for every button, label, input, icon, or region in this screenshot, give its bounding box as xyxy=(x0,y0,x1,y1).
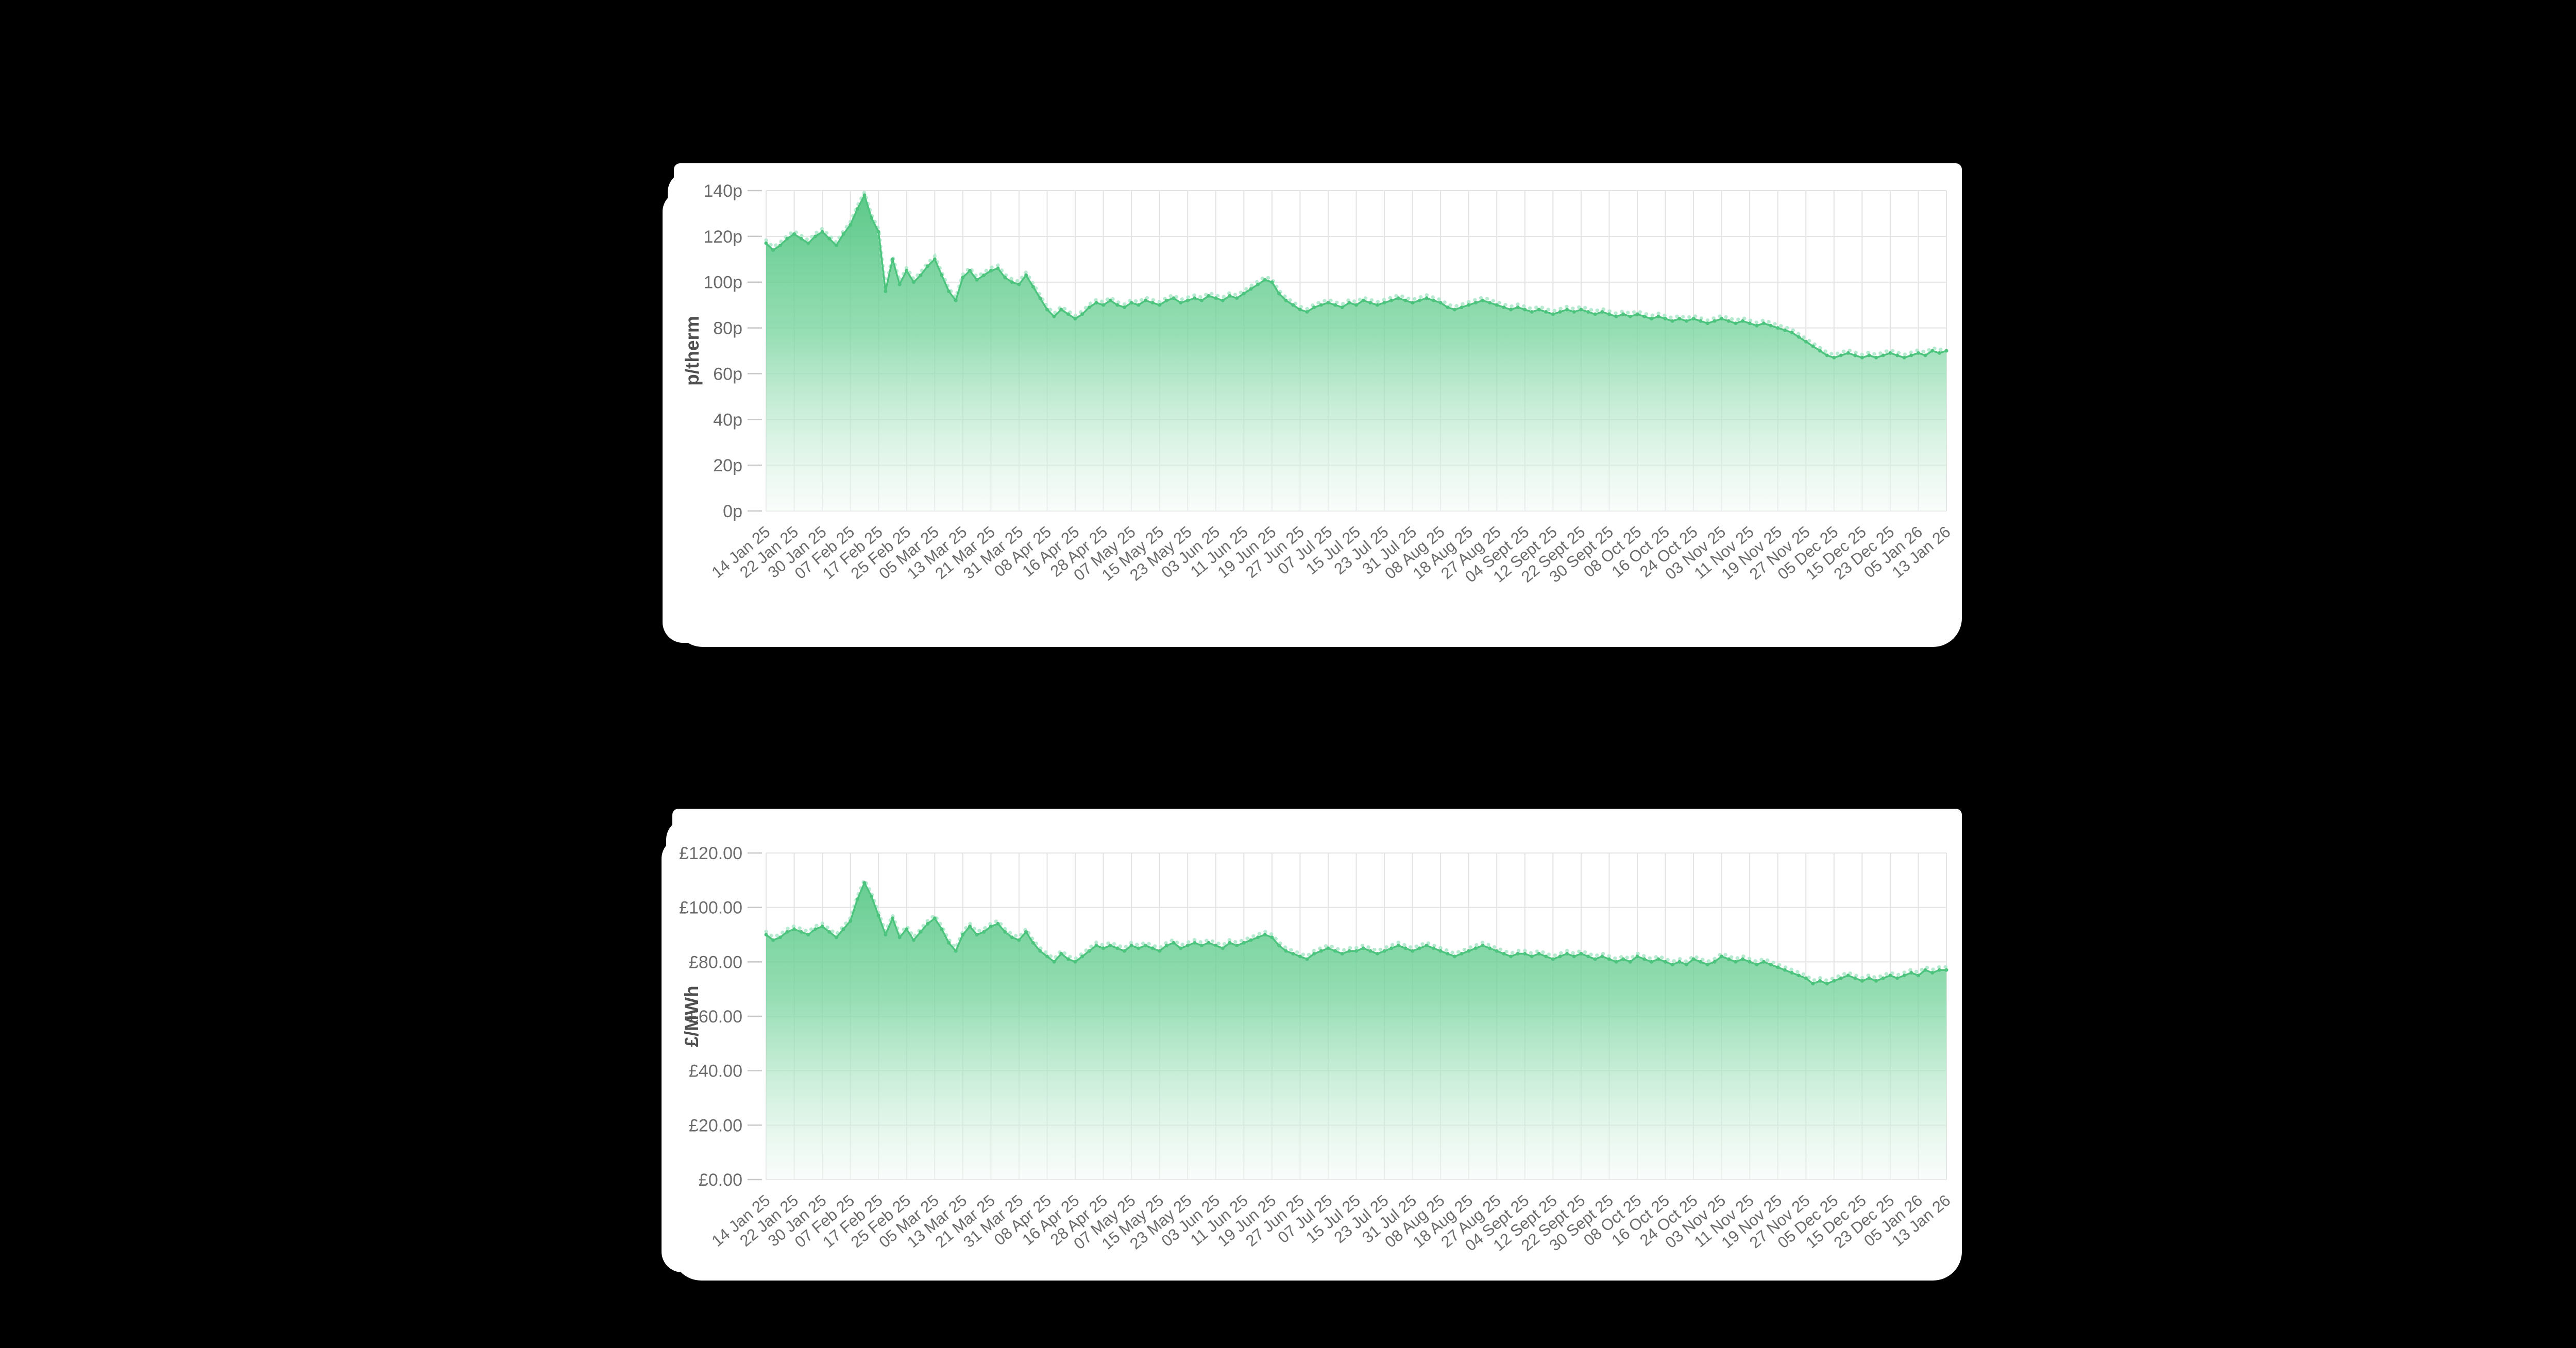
svg-text:60p: 60p xyxy=(713,364,742,384)
svg-text:£20.00: £20.00 xyxy=(689,1116,742,1135)
svg-text:£40.00: £40.00 xyxy=(689,1062,742,1081)
svg-text:20p: 20p xyxy=(713,456,742,475)
svg-text:p/therm: p/therm xyxy=(682,316,703,386)
svg-text:£80.00: £80.00 xyxy=(689,952,742,972)
svg-text:£60.00: £60.00 xyxy=(689,1007,742,1027)
svg-text:0p: 0p xyxy=(723,502,742,521)
svg-text:120p: 120p xyxy=(703,227,742,247)
svg-text:80p: 80p xyxy=(713,319,742,338)
electricity-price-card: £0.00 £20.00 £40.00 £60.00 £80.00 £100.00 £120… xyxy=(672,809,1962,1281)
svg-text:£100.00: £100.00 xyxy=(679,898,742,918)
electricity-price-chart[interactable]: £0.00 £20.00 £40.00 £60.00 £80.00 £100.00 £120… xyxy=(672,809,1962,1281)
svg-text:140p: 140p xyxy=(703,181,742,201)
svg-text:100p: 100p xyxy=(703,273,742,293)
svg-text:£0.00: £0.00 xyxy=(699,1170,742,1190)
svg-text:£/MWh: £/MWh xyxy=(681,985,702,1047)
gas-price-card: 0p 20p 40p 60p 80p 100p 120p 140p 14 Jan 25 22 Ja… xyxy=(674,163,1962,647)
svg-text:£120.00: £120.00 xyxy=(679,844,742,863)
svg-text:40p: 40p xyxy=(713,410,742,430)
